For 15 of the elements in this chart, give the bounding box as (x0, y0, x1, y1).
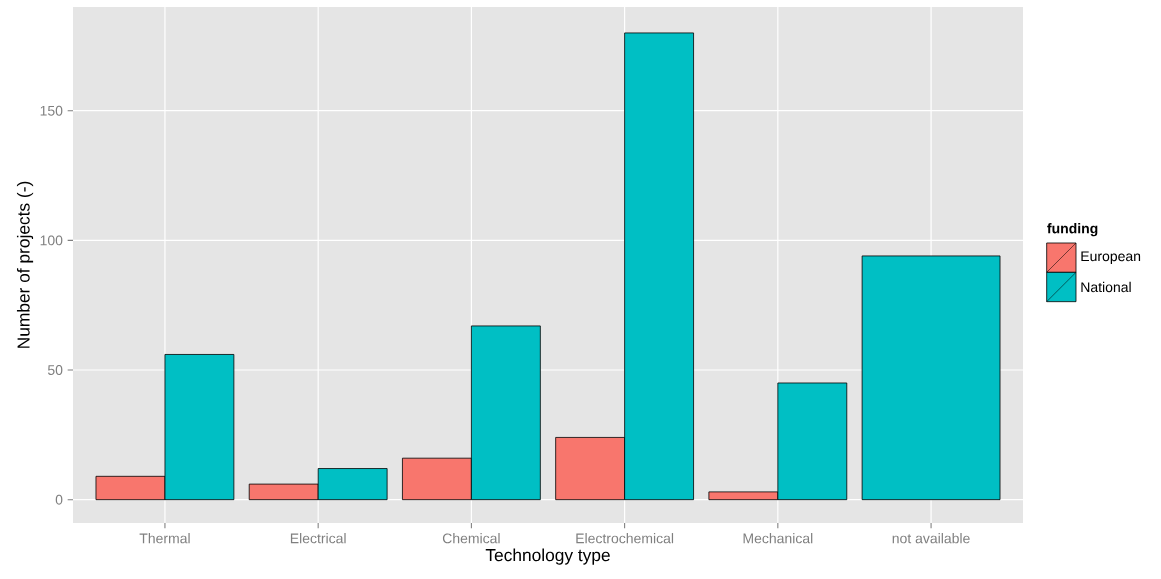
x-tick-label: Electrochemical (576, 533, 674, 544)
legend-label: National (1081, 281, 1131, 293)
legend-label: European (1081, 251, 1141, 264)
x-tick-label: not available (892, 533, 970, 544)
legend-title: funding (1047, 223, 1098, 237)
y-tick-label: 0 (55, 494, 63, 505)
x-tick-label: Thermal (139, 533, 190, 544)
y-tick-label: 150 (40, 105, 63, 116)
y-tick-label: 50 (47, 365, 63, 375)
x-tick-label: Mechanical (743, 533, 813, 544)
y-axis-title: Number of projects (-) (16, 181, 34, 348)
x-axis-title: Technology type (485, 548, 610, 565)
y-tick-label: 100 (40, 235, 63, 246)
x-tick-label: Electrical (290, 533, 346, 544)
x-tick-label: Chemical (442, 533, 500, 544)
